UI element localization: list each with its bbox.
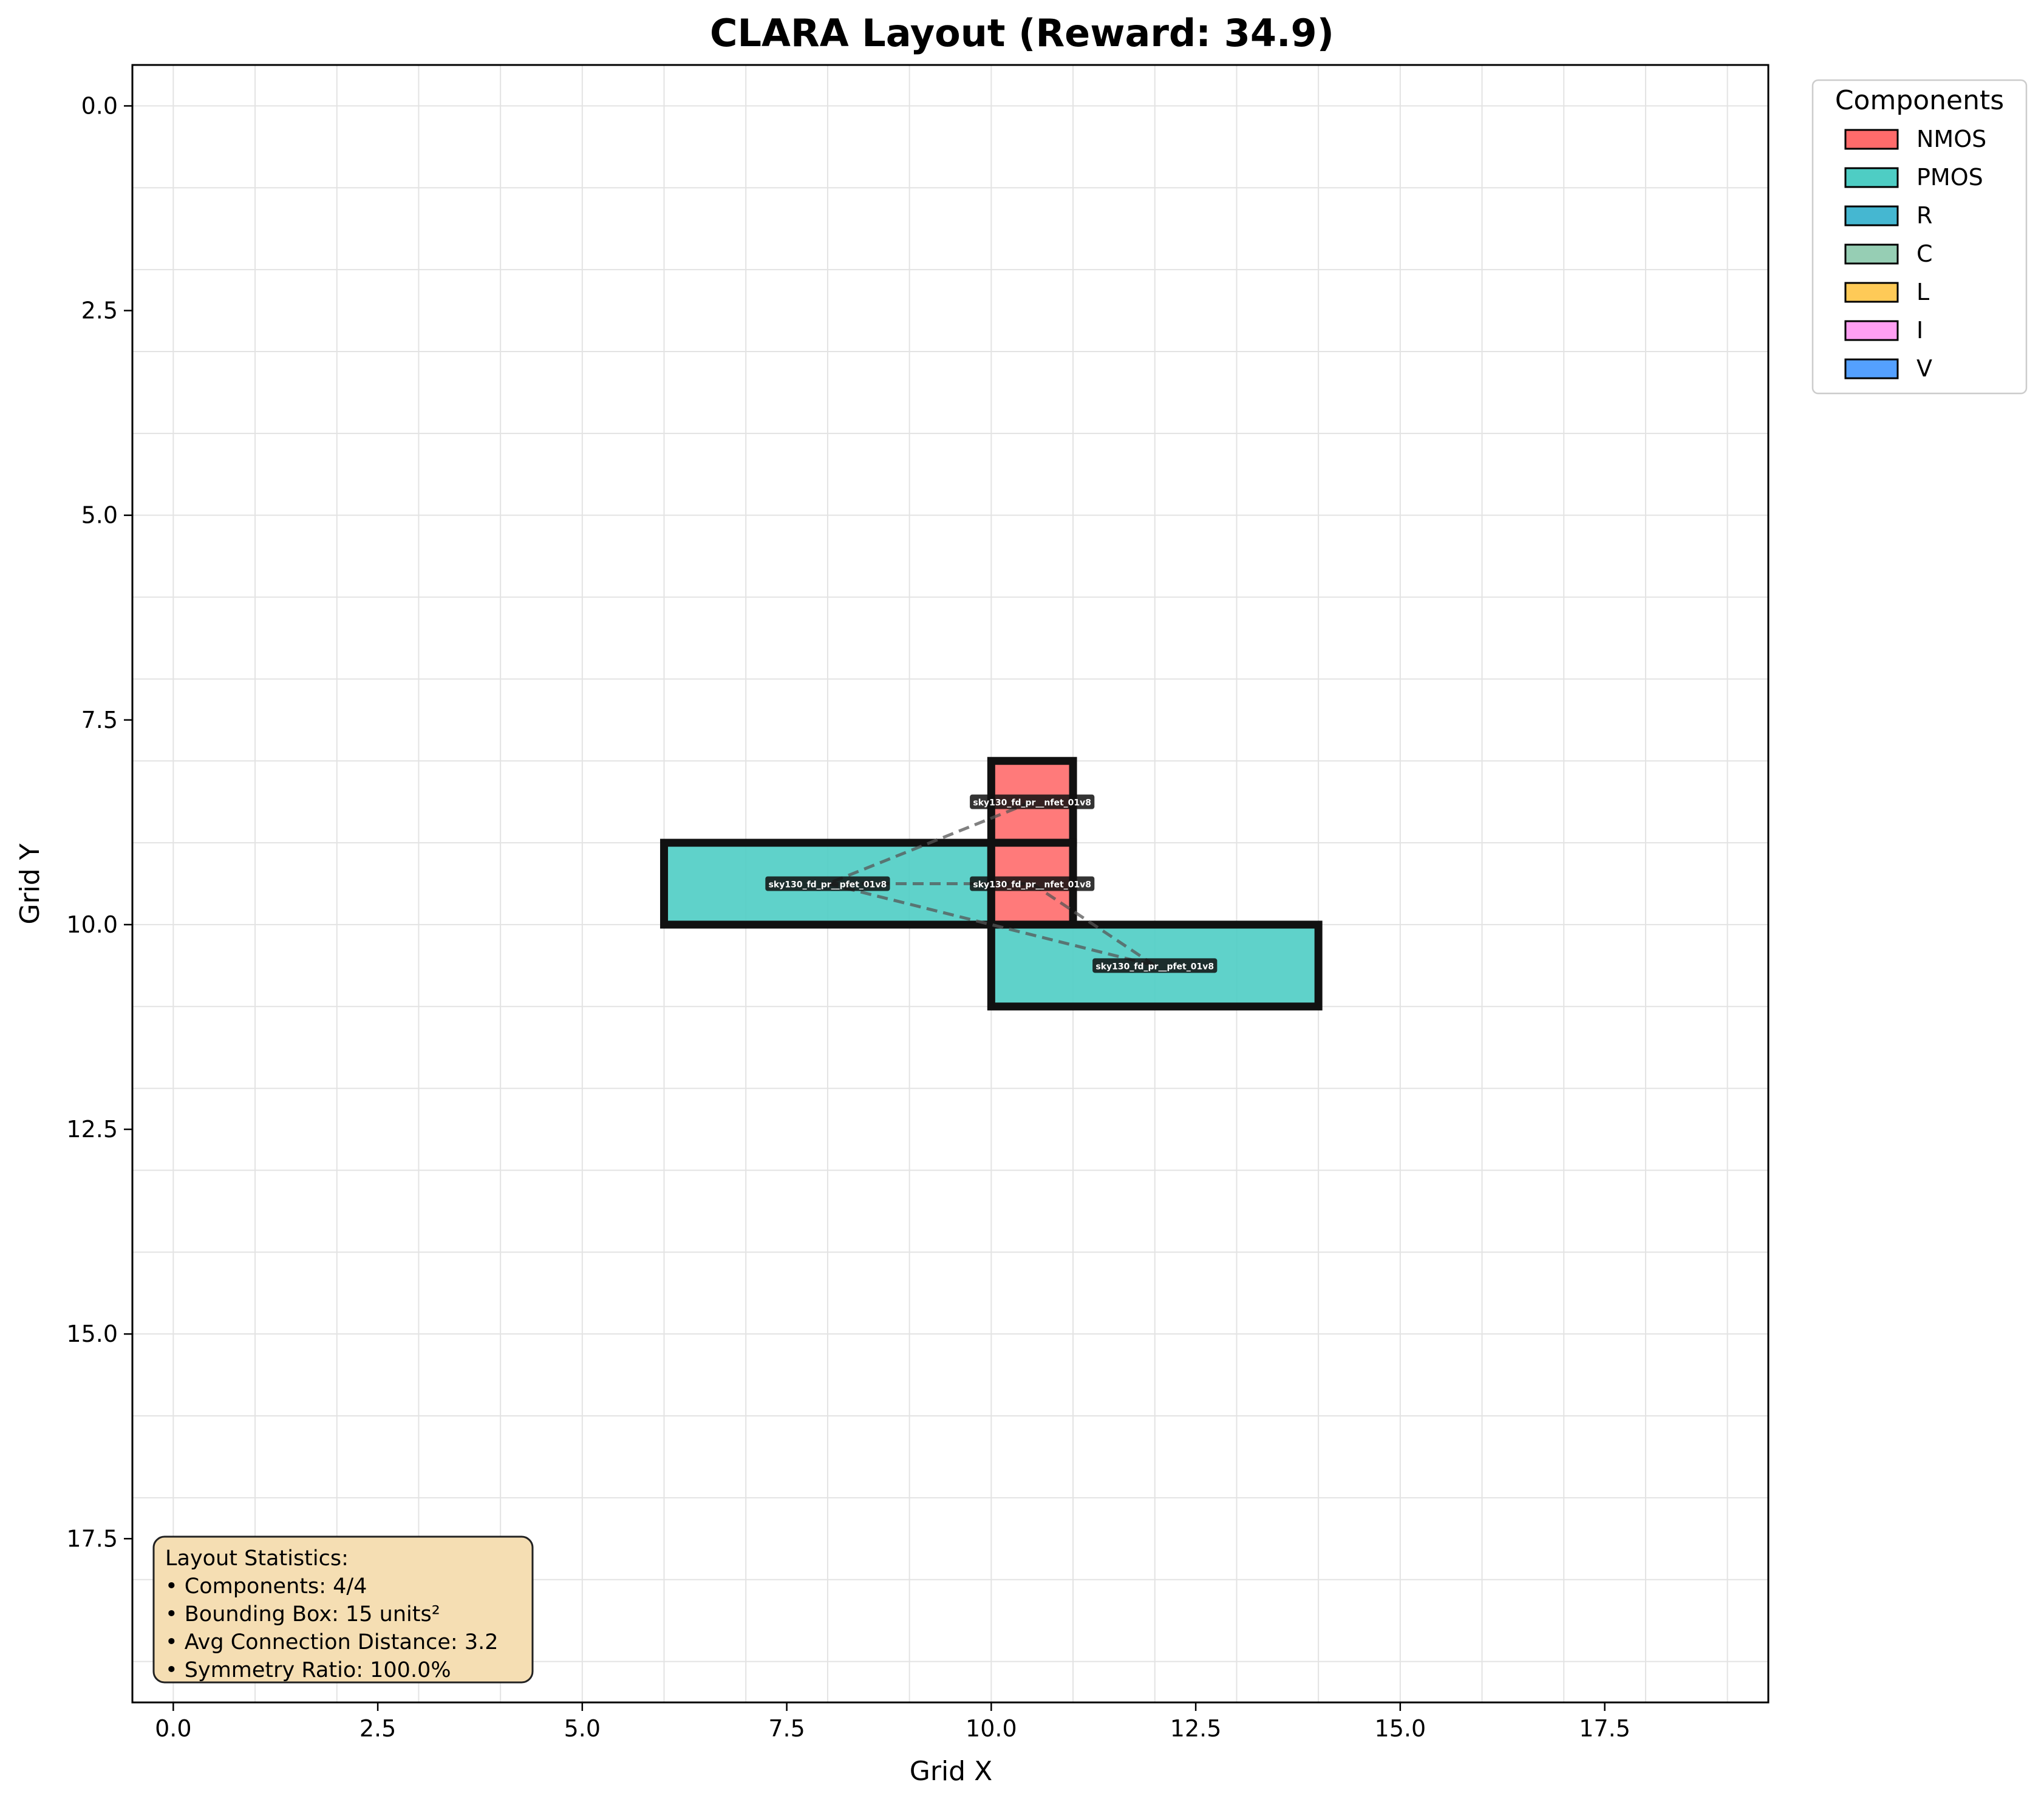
connection-line xyxy=(827,882,1156,967)
stats-line: • Bounding Box: 15 units² xyxy=(165,1602,440,1627)
chart-title: CLARA Layout (Reward: 34.9) xyxy=(710,11,1334,55)
stats-line: • Components: 4/4 xyxy=(165,1574,367,1599)
y-tick-label: 17.5 xyxy=(66,1525,118,1552)
legend-swatch-i xyxy=(1844,320,1899,341)
stats-line: Layout Statistics: xyxy=(165,1546,349,1571)
legend-title: Components xyxy=(1835,85,2004,116)
legend-swatch-r xyxy=(1844,205,1899,226)
legend-label-c: C xyxy=(1916,240,1933,267)
y-tick-label: 0.0 xyxy=(81,92,118,119)
legend-swatch-nmos xyxy=(1844,129,1899,150)
component-label-box xyxy=(1092,958,1218,973)
axis-ticks: 0.0 2.5 5.0 7.5 10.0 12.5 15.0 17.5 0.0 2.5 5.0 7.5… xyxy=(66,92,1630,1742)
legend-swatch-pmos xyxy=(1844,167,1899,188)
component-labels: sky130_fd_pr__nfet_01v8 sky130_fd_pr__pfe… xyxy=(765,794,1218,973)
legend-label-r: R xyxy=(1916,202,1932,229)
legend-label-i: I xyxy=(1916,317,1923,344)
component-label-box xyxy=(765,876,890,891)
legend-label-l: L xyxy=(1916,279,1929,305)
x-tick-label: 17.5 xyxy=(1579,1715,1630,1742)
legend-label-pmos: PMOS xyxy=(1916,164,1983,191)
component-label: sky130_fd_pr__nfet_01v8 xyxy=(973,798,1091,808)
y-tick-label: 5.0 xyxy=(81,502,118,529)
x-tick-label: 5.0 xyxy=(564,1715,601,1742)
plot-frame xyxy=(131,64,1770,1704)
y-tick-label: 15.0 xyxy=(66,1321,118,1347)
stats-box-frame xyxy=(152,1535,534,1684)
stats-line: • Avg Connection Distance: 3.2 xyxy=(165,1630,499,1654)
y-tick-label: 7.5 xyxy=(81,707,118,733)
legend-swatch-c xyxy=(1844,243,1899,265)
layout-statistics-box: Layout Statistics: • Components: 4/4 • Bou… xyxy=(152,1535,534,1684)
x-tick-label: 10.0 xyxy=(966,1715,1017,1742)
connection-line xyxy=(1031,882,1156,967)
x-tick-label: 0.0 xyxy=(155,1715,191,1742)
y-tick-label: 12.5 xyxy=(66,1116,118,1143)
legend-swatch-l xyxy=(1844,282,1899,303)
component-label: sky130_fd_pr__pfet_01v8 xyxy=(769,880,887,890)
legend-label-v: V xyxy=(1916,355,1932,382)
x-tick-label: 12.5 xyxy=(1170,1715,1222,1742)
component-label-box xyxy=(970,794,1095,809)
x-axis-label: Grid X xyxy=(910,1756,992,1787)
legend-label-nmos: NMOS xyxy=(1916,126,1986,152)
component-label: sky130_fd_pr__pfet_01v8 xyxy=(1095,962,1214,971)
legend-swatch-v xyxy=(1844,358,1899,379)
y-tick-label: 2.5 xyxy=(81,298,118,324)
grid-lines xyxy=(132,65,1768,1702)
component-label: sky130_fd_pr__nfet_01v8 xyxy=(973,880,1091,890)
connection-line xyxy=(827,800,1033,885)
component-label-box xyxy=(970,876,1095,891)
stats-line: • Symmetry Ratio: 100.0% xyxy=(165,1658,451,1682)
x-tick-label: 15.0 xyxy=(1375,1715,1426,1742)
x-tick-label: 2.5 xyxy=(359,1715,396,1742)
y-axis-label: Grid Y xyxy=(15,843,46,924)
y-tick-label: 10.0 xyxy=(66,911,118,938)
x-tick-label: 7.5 xyxy=(768,1715,805,1742)
legend-frame xyxy=(1811,79,2028,395)
